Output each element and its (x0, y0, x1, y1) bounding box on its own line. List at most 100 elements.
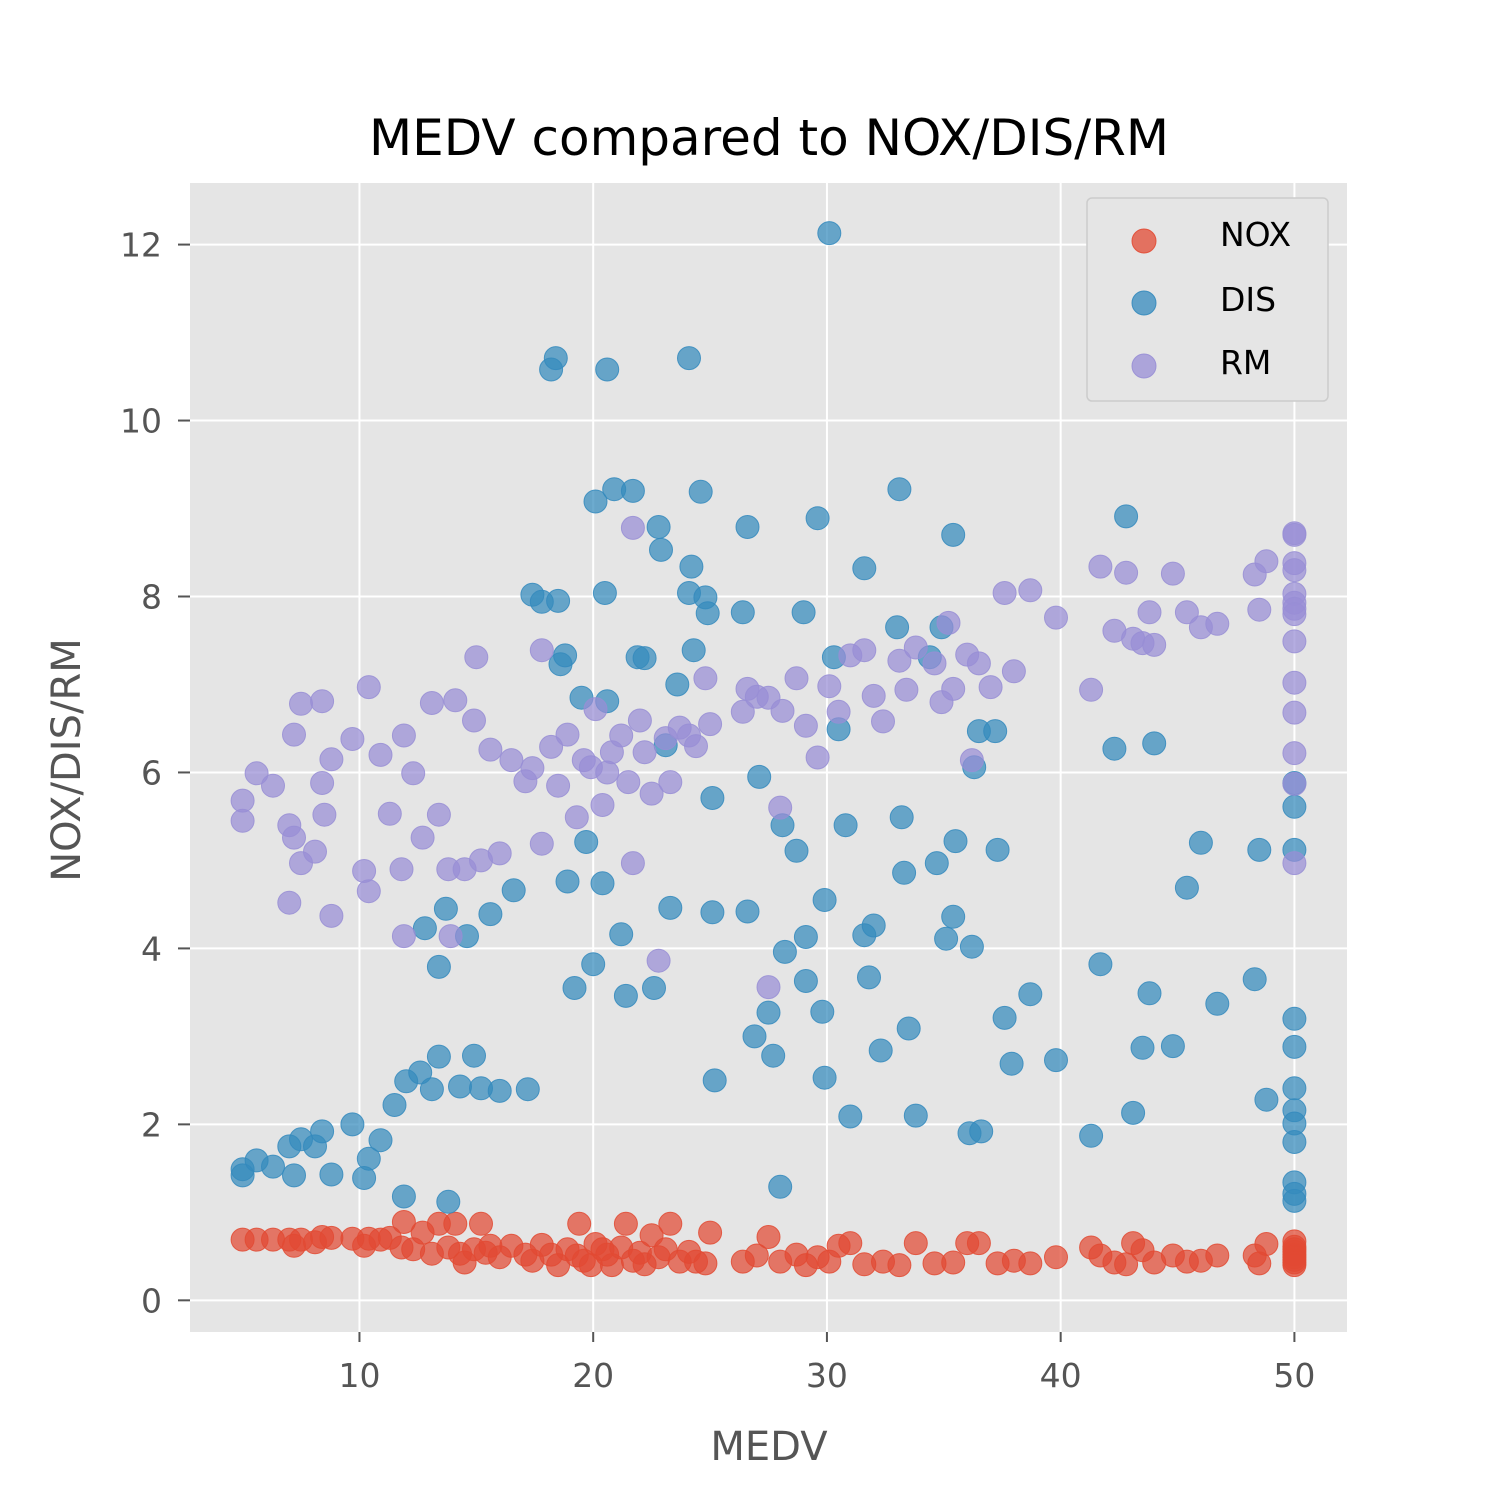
nox-point (1254, 1232, 1279, 1256)
dis-point (992, 1005, 1017, 1030)
rm-point (730, 699, 755, 724)
rm-point (632, 740, 657, 765)
rm-point (546, 773, 571, 798)
rm-point (520, 756, 545, 781)
rm-point (966, 651, 991, 676)
rm-point (852, 638, 877, 663)
rm-point (539, 734, 564, 759)
dis-point (934, 926, 959, 951)
nox-point (838, 1231, 863, 1256)
dis-point (574, 830, 599, 854)
rm-point (282, 825, 306, 850)
dis-point (1121, 1100, 1146, 1125)
rm-point (389, 857, 414, 882)
rm-point (1205, 611, 1230, 636)
rm-point (595, 760, 620, 785)
dis-point (943, 829, 968, 854)
dis-point (412, 916, 437, 941)
x-tick-label: 30 (806, 1356, 848, 1395)
dis-point (892, 860, 917, 885)
dis-point (1188, 830, 1213, 855)
dis-point (747, 764, 772, 789)
rm-point (583, 697, 608, 722)
rm-point (352, 859, 377, 883)
dis-point (896, 1016, 921, 1041)
legend-marker-rm (1131, 353, 1157, 379)
x-tick-label: 10 (338, 1356, 380, 1395)
nox-point (693, 1251, 718, 1276)
dis-point (646, 515, 671, 539)
rm-point (784, 666, 809, 691)
dis-point (230, 1163, 255, 1188)
rm-point (289, 691, 313, 716)
dis-point (426, 954, 451, 979)
dis-point (791, 600, 816, 625)
x-tick-label: 50 (1273, 1356, 1315, 1395)
dis-point (885, 615, 910, 640)
nox-point (941, 1250, 966, 1275)
rm-point (410, 825, 435, 850)
rm-point (319, 747, 344, 772)
dis-point (1114, 504, 1139, 529)
series-dis (230, 221, 1307, 1214)
x-axis-label: MEDV (710, 1424, 828, 1470)
rm-point (609, 723, 634, 748)
dis-point (959, 934, 984, 959)
dis-point (1282, 794, 1307, 819)
dis-point (555, 869, 580, 894)
dis-point (478, 902, 503, 927)
rm-point (887, 648, 912, 673)
rm-point (426, 802, 451, 827)
dis-point (501, 878, 526, 903)
nox-point (1044, 1245, 1068, 1270)
dis-point (613, 983, 638, 1008)
dis-point (887, 477, 912, 502)
rm-point (391, 723, 416, 748)
dis-point (368, 1128, 393, 1153)
chart-title: MEDV compared to NOX/DIS/RM (369, 109, 1169, 167)
dis-point (735, 899, 760, 924)
dis-point (632, 646, 657, 671)
nox-point (887, 1253, 912, 1278)
rm-point (805, 745, 830, 770)
dis-point (1044, 1048, 1068, 1073)
rm-point (499, 748, 524, 773)
dis-point (1137, 981, 1162, 1006)
legend-box (1086, 197, 1329, 402)
dis-point (681, 638, 706, 663)
dis-point (319, 1162, 344, 1187)
y-tick-label: 0 (141, 1281, 162, 1320)
dis-point (985, 837, 1010, 862)
rm-point (894, 677, 919, 702)
dis-point (1242, 967, 1267, 992)
rm-point (1282, 741, 1307, 766)
legend-label-rm: RM (1220, 343, 1271, 382)
rm-point (1018, 578, 1043, 603)
rm-point (1247, 597, 1272, 622)
rm-point (310, 771, 335, 795)
dis-point (1205, 991, 1230, 1016)
rm-point (941, 676, 966, 701)
x-tick-label: 20 (572, 1356, 614, 1395)
rm-point (861, 683, 886, 708)
rm-point (319, 903, 344, 928)
dis-point (310, 1119, 335, 1144)
rm-point (487, 841, 512, 866)
dis-point (838, 1104, 863, 1129)
dis-point (391, 1184, 416, 1209)
dis-point (1282, 1130, 1307, 1154)
rm-point (817, 674, 842, 699)
rm-point (529, 638, 554, 663)
rm-point (1160, 561, 1185, 586)
rm-point (282, 722, 306, 747)
y-tick-label: 10 (120, 402, 162, 441)
rm-point (356, 675, 381, 700)
dis-point (1247, 837, 1272, 862)
dis-point (772, 939, 797, 964)
dis-point (730, 600, 755, 625)
dis-point (1254, 1087, 1279, 1112)
dis-point (620, 478, 645, 503)
rm-point (978, 675, 1003, 700)
dis-point (562, 976, 587, 1000)
rm-point (303, 839, 327, 864)
